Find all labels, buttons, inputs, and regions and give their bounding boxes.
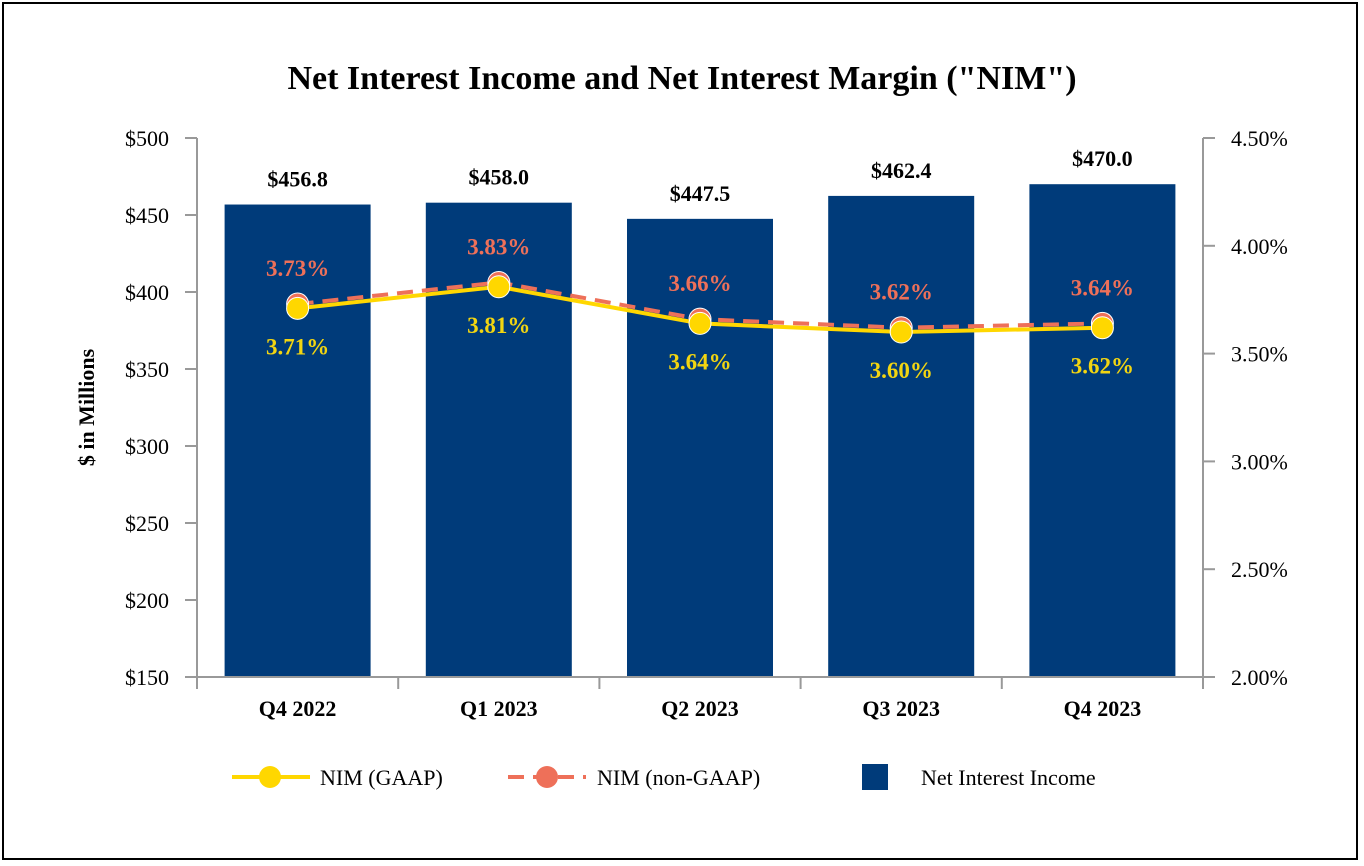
right-tick-label: 4.00% [1231, 234, 1288, 259]
bar-q3-2023 [828, 195, 975, 678]
nim-non-gaap-label: 3.66% [668, 271, 731, 296]
left-tick-label: $300 [125, 434, 169, 459]
bar-value-label: $458.0 [469, 165, 530, 190]
category-label: Q2 2023 [661, 696, 739, 721]
nim-gaap-point [1090, 316, 1114, 340]
left-tick-label: $450 [125, 203, 169, 228]
nim-non-gaap-label: 3.64% [1071, 275, 1134, 300]
nim-non-gaap-label: 3.83% [467, 234, 530, 259]
nim-gaap-point [487, 275, 511, 299]
bar-value-label: $470.0 [1072, 146, 1133, 171]
left-tick-label: $500 [125, 126, 169, 151]
chart-title: Net Interest Income and Net Interest Mar… [287, 60, 1077, 97]
bar-q4-2022 [224, 204, 371, 677]
bar-q2-2023 [627, 218, 773, 677]
y-axis-title: $ in Millions [74, 348, 99, 466]
nim-gaap-point [688, 311, 712, 335]
right-tick-label: 2.00% [1231, 665, 1288, 690]
legend-gaap-label: NIM (GAAP) [320, 765, 443, 790]
legend-gaap-marker-icon [259, 766, 281, 788]
lines-group [286, 270, 1114, 344]
nim-gaap-label: 3.71% [266, 334, 329, 359]
right-tick-label: 2.50% [1231, 557, 1288, 582]
bar-q4-2023 [1029, 184, 1176, 677]
category-label: Q4 2023 [1064, 696, 1142, 721]
nim-gaap-label: 3.81% [467, 313, 530, 338]
legend-non-gaap-marker-icon [536, 766, 558, 788]
category-label: Q4 2022 [259, 696, 337, 721]
left-tick-label: $200 [125, 588, 169, 613]
category-label: Q1 2023 [460, 696, 538, 721]
left-tick-label: $350 [125, 357, 169, 382]
right-tick-label: 3.50% [1231, 342, 1288, 367]
labels-group: $456.8 $458.0 $447.5 $462.4 $470.0 3.73% 3.83%… [266, 146, 1134, 383]
left-tick-label: $150 [125, 665, 169, 690]
bar-value-label: $447.5 [670, 181, 731, 206]
bar-value-label: $456.8 [267, 167, 328, 192]
axes-group: $150 $200 $250 $300 $350 $400 $450 $500 2.00% 2.5… [74, 126, 1288, 721]
nim-non-gaap-label: 3.73% [266, 256, 329, 281]
nim-non-gaap-label: 3.62% [870, 280, 933, 305]
right-tick-label: 4.50% [1231, 126, 1288, 151]
bar-value-label: $462.4 [871, 158, 932, 183]
left-tick-label: $250 [125, 511, 169, 536]
legend-bar-label: Net Interest Income [921, 765, 1096, 790]
nim-gaap-label: 3.60% [870, 358, 933, 383]
legend: NIM (GAAP) NIM (non-GAAP) Net Interest Inc… [232, 764, 1096, 790]
legend-non-gaap-label: NIM (non-GAAP) [597, 765, 760, 790]
legend-bar-swatch-icon [862, 764, 888, 790]
nim-gaap-point [889, 320, 913, 344]
category-label: Q3 2023 [862, 696, 940, 721]
nim-gaap-label: 3.64% [668, 349, 731, 374]
nim-gaap-point [286, 296, 310, 320]
bars-group [224, 184, 1176, 678]
left-tick-label: $400 [125, 280, 169, 305]
right-tick-label: 3.00% [1231, 449, 1288, 474]
nim-gaap-label: 3.62% [1071, 354, 1134, 379]
